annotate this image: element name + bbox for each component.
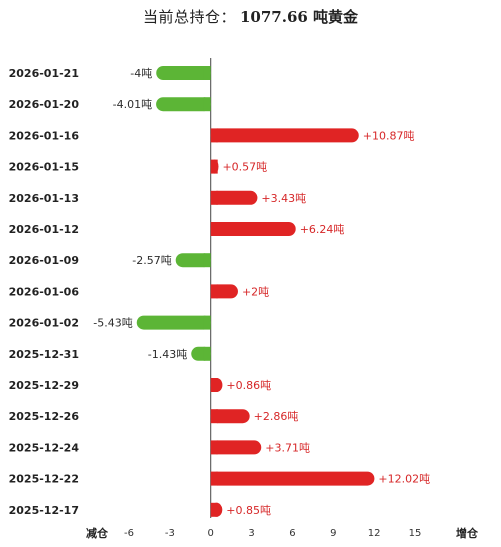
x-tick-label: -3 [165, 528, 175, 539]
date-label: 2026-01-21 [9, 67, 79, 80]
bar-base [203, 346, 211, 361]
total-holdings-value: 1077.66 吨黄金 [239, 8, 359, 26]
bar [210, 190, 258, 205]
bar-base [210, 159, 218, 174]
bar-base [210, 440, 218, 455]
data-label: +0.86吨 [226, 379, 271, 392]
date-label: 2025-12-24 [9, 441, 80, 454]
date-label: 2025-12-29 [9, 379, 79, 392]
date-label: 2025-12-17 [9, 504, 79, 517]
date-label: 2026-01-15 [9, 161, 79, 174]
bar-base [210, 222, 218, 236]
date-label: 2026-01-12 [9, 223, 79, 236]
chart-title: 当前总持仓： 1077.66 吨黄金 [0, 6, 501, 27]
bar-base [203, 66, 211, 80]
increase-label: 增仓 [456, 526, 479, 540]
data-label: +2.86吨 [254, 410, 299, 423]
decrease-label: 减仓 [86, 526, 109, 540]
x-tick-label: 9 [330, 528, 336, 539]
bars [136, 66, 375, 517]
data-label: +6.24吨 [300, 223, 345, 236]
x-axis-ticks: -6 -3 0 3 6 9 12 15 减仓 增仓 [86, 526, 479, 540]
date-label: 2026-01-02 [9, 317, 79, 330]
data-labels: -4吨 -4.01吨 +10.87吨 +0.57吨 +3.43吨 +6.24吨 -2.57吨… [93, 67, 430, 517]
x-tick-label: 6 [289, 528, 295, 539]
bar [210, 222, 296, 236]
date-label: 2026-01-06 [9, 285, 80, 298]
data-label: -4.01吨 [113, 98, 152, 111]
data-label: -1.43吨 [148, 348, 187, 361]
bar-base [210, 190, 218, 205]
data-label: +3.43吨 [261, 192, 306, 205]
data-label: -2.57吨 [132, 254, 171, 267]
date-label: 2025-12-26 [9, 410, 80, 423]
bar [210, 409, 250, 424]
bar-base [203, 315, 211, 330]
data-label: +12.02吨 [378, 473, 430, 486]
date-label: 2026-01-09 [9, 254, 79, 267]
bar-base [203, 97, 211, 112]
data-label: +0.85吨 [226, 504, 271, 517]
bar [210, 128, 359, 143]
data-label: +2吨 [242, 285, 269, 298]
bar [210, 440, 262, 455]
bar-base [210, 284, 218, 299]
data-label: +0.57吨 [222, 161, 267, 174]
total-holdings-label: 当前总持仓： [142, 8, 236, 26]
bar [156, 97, 211, 112]
date-label: 2026-01-20 [9, 98, 80, 111]
date-labels: 2026-01-21 2026-01-20 2026-01-16 2026-01-15… [9, 67, 80, 517]
x-tick-label: -6 [124, 528, 134, 539]
date-label: 2025-12-31 [9, 348, 79, 361]
bar [175, 253, 211, 268]
date-label: 2025-12-22 [9, 473, 79, 486]
data-label: +3.71吨 [265, 441, 310, 454]
x-tick-label: 0 [208, 528, 214, 539]
bar-base [203, 253, 211, 268]
x-tick-label: 15 [409, 528, 422, 539]
bar-base [210, 471, 218, 486]
bar-base [210, 409, 218, 424]
bar-base [210, 128, 218, 143]
bar [136, 315, 211, 330]
bar [156, 66, 211, 80]
bar [210, 471, 375, 486]
date-label: 2026-01-13 [9, 192, 79, 205]
date-label: 2026-01-16 [9, 129, 80, 142]
data-label: -5.43吨 [93, 317, 132, 330]
data-label: -4吨 [130, 67, 152, 80]
x-tick-label: 3 [248, 528, 254, 539]
bar-base [210, 378, 218, 392]
bar-base [210, 502, 218, 517]
data-label: +10.87吨 [363, 129, 415, 142]
x-tick-label: 12 [368, 528, 381, 539]
